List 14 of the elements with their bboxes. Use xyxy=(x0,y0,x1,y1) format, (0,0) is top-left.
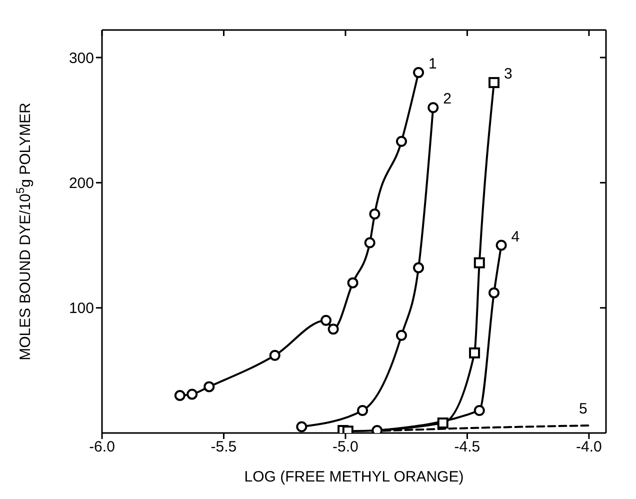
y-tick-label: 100 xyxy=(68,300,94,318)
x-tick-label: -4.5 xyxy=(454,438,480,456)
series-label: 4 xyxy=(511,228,520,246)
x-tick-label: -5.5 xyxy=(210,438,237,456)
y-tick-label: 300 xyxy=(68,50,94,67)
x-tick-label: -4.0 xyxy=(576,438,602,456)
x-axis-title: LOG (FREE METHYL ORANGE) xyxy=(244,468,464,486)
series-label: 3 xyxy=(504,66,512,83)
series-label: 1 xyxy=(428,56,437,73)
series-label: 5 xyxy=(578,400,588,418)
y-tick-label: 200 xyxy=(68,175,94,192)
series-label: 2 xyxy=(443,90,452,108)
x-tick-label: -5.0 xyxy=(332,438,358,456)
x-tick-label: -6.0 xyxy=(89,438,115,456)
